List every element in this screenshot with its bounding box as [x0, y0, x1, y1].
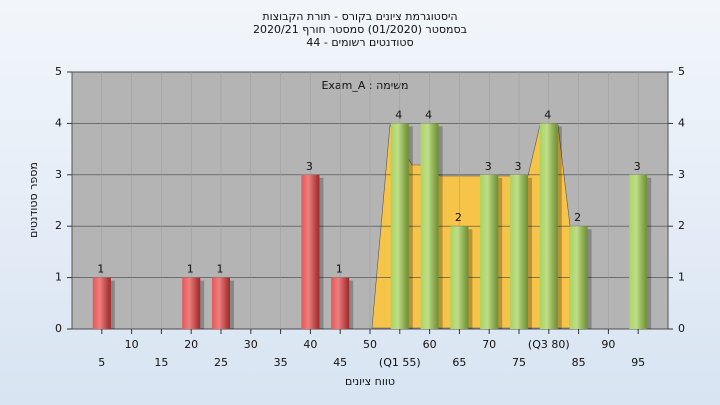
bar-highlight	[420, 123, 439, 330]
y2-tick-label: 4	[678, 116, 685, 129]
bar-highlight	[212, 277, 230, 329]
bar-highlight	[629, 174, 648, 329]
bar-highlight	[539, 123, 558, 330]
bar-highlight	[569, 226, 588, 329]
x-tick-label: 50	[363, 338, 377, 351]
value-label: 3	[515, 160, 522, 173]
x-tick-label: (Q3 80)	[528, 338, 570, 351]
bar-highlight	[390, 123, 409, 330]
y-tick-label: 4	[55, 116, 62, 129]
x-tick-label: 30	[244, 338, 258, 351]
value-label: 4	[544, 108, 551, 121]
value-label: 3	[634, 160, 641, 173]
value-label: 2	[574, 211, 581, 224]
value-label: 1	[97, 263, 104, 276]
value-label: 1	[187, 263, 194, 276]
x-tick-label: 25	[214, 356, 228, 369]
bar-highlight	[182, 277, 201, 329]
y2-tick-label: 3	[678, 168, 685, 181]
bar-highlight	[331, 277, 350, 329]
value-label: 2	[455, 211, 462, 224]
bar-highlight	[92, 277, 111, 329]
value-label: 4	[425, 108, 432, 121]
bar-highlight	[510, 174, 528, 329]
value-label: 1	[217, 263, 224, 276]
y-tick-label: 0	[55, 322, 62, 335]
x-tick-label: 95	[631, 356, 645, 369]
title-line: סטודנטים רשומים - 44	[306, 36, 413, 49]
title-line: בסמסטר (01/2020) סמסטר חורף 2020/21	[253, 23, 467, 36]
y-axis-label: מספר סטודנטים	[27, 162, 40, 238]
x-tick-label: 75	[512, 356, 526, 369]
y2-tick-label: 0	[678, 322, 685, 335]
x-tick-label: 60	[423, 338, 437, 351]
bar-highlight	[301, 174, 320, 329]
annotation: משימה : Exam_A	[321, 79, 408, 92]
bar-highlight	[480, 174, 499, 329]
x-tick-label: 90	[601, 338, 615, 351]
bar-highlight	[450, 226, 469, 329]
x-tick-label: 85	[572, 356, 586, 369]
y-tick-label: 5	[55, 65, 62, 78]
x-tick-label: 35	[274, 356, 288, 369]
x-tick-label: 45	[333, 356, 347, 369]
title-line: היסטוגרמת ציונים בקורס - תורת הקבוצות	[262, 10, 457, 23]
x-tick-label: (Q1 55)	[379, 356, 421, 369]
x-tick-label: 10	[125, 338, 139, 351]
y-tick-label: 3	[55, 168, 62, 181]
value-label: 3	[485, 160, 492, 173]
x-tick-label: 20	[184, 338, 198, 351]
x-tick-label: 40	[303, 338, 317, 351]
y-tick-label: 1	[55, 271, 62, 284]
y2-tick-label: 5	[678, 65, 685, 78]
y2-tick-label: 1	[678, 271, 685, 284]
y-tick-label: 2	[55, 219, 62, 232]
value-label: 1	[336, 263, 343, 276]
x-tick-label: 5	[98, 356, 105, 369]
x-tick-label: 15	[154, 356, 168, 369]
x-axis-label: טווח ציונים	[345, 375, 395, 388]
value-label: 3	[306, 160, 313, 173]
value-label: 4	[395, 108, 402, 121]
y2-tick-label: 2	[678, 219, 685, 232]
x-tick-label: 65	[452, 356, 466, 369]
x-tick-label: 70	[482, 338, 496, 351]
